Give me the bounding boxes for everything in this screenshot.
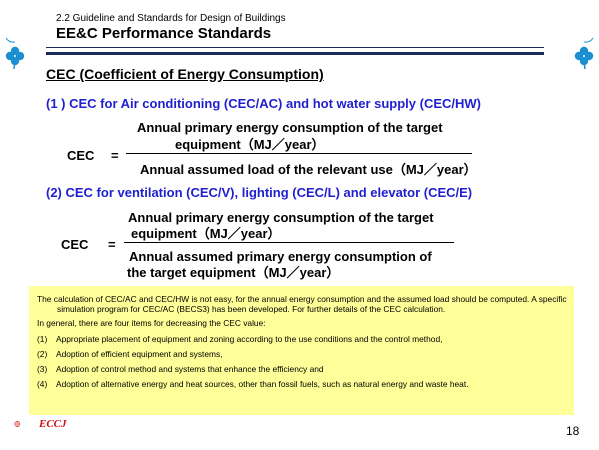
formula1-equals: = <box>111 148 119 163</box>
list-item-text: Adoption of control method and systems t… <box>56 364 324 375</box>
list-item-number: (2) <box>37 348 48 359</box>
page-number: 18 <box>566 424 580 438</box>
list-item-text: Adoption of efficient equipment and syst… <box>56 348 223 359</box>
list-item: (4) Adoption of alternative energy and h… <box>37 379 568 389</box>
formula2-denominator-line2: the target equipment（MJ／year） <box>127 265 340 280</box>
formula2-equals: = <box>108 237 116 252</box>
formula1-numerator-line1: Annual primary energy consumption of the… <box>137 120 443 135</box>
list-item-number: (3) <box>37 364 48 375</box>
slide-title: EE&C Performance Standards <box>56 25 272 42</box>
clover-icon <box>5 37 25 70</box>
list-item: (3) Adoption of control method and syste… <box>37 364 568 374</box>
formula1-numerator-line2: equipment（MJ／year） <box>175 137 325 152</box>
list-item-number: (1) <box>37 333 48 344</box>
eccj-logo-text: ECCJ <box>39 418 67 430</box>
formula2-numerator-line2: equipment（MJ／year） <box>131 226 281 241</box>
title-divider-thick <box>46 52 544 55</box>
list-item: (1) Appropriate placement of equipment a… <box>37 334 568 344</box>
clover-icon <box>574 37 594 70</box>
section1-title: (1 ) CEC for Air conditioning (CEC/AC) a… <box>46 96 481 111</box>
section2-title: (2) CEC for ventilation (CEC/V), lightin… <box>46 185 473 200</box>
note-box: The calculation of CEC/AC and CEC/HW is … <box>29 286 574 415</box>
section-label: 2.2 Guideline and Standards for Design o… <box>56 13 286 24</box>
list-item-text: Adoption of alternative energy and heat … <box>56 379 469 390</box>
list-item-number: (4) <box>37 379 48 390</box>
title-divider-thin <box>46 47 544 48</box>
list-item-text: Appropriate placement of equipment and z… <box>56 333 443 344</box>
formula2-numerator-line1: Annual primary energy consumption of the… <box>128 210 434 225</box>
formula1-denominator: Annual assumed load of the relevant use（… <box>140 162 477 177</box>
formula1-fraction-bar <box>126 153 472 154</box>
list-item: (2) Adoption of efficient equipment and … <box>37 349 568 359</box>
formula2-denominator-line1: Annual assumed primary energy consumptio… <box>129 249 432 264</box>
formula2-fraction-bar <box>124 242 454 243</box>
note-intro: In general, there are four items for dec… <box>37 318 266 329</box>
eccj-logo-icon <box>14 421 21 427</box>
formula1-lhs: CEC <box>67 148 95 163</box>
note-paragraph: The calculation of CEC/AC and CEC/HW is … <box>37 294 567 315</box>
formula2-lhs: CEC <box>61 237 89 252</box>
cec-heading: CEC (Coefficient of Energy Consumption) <box>46 66 324 82</box>
